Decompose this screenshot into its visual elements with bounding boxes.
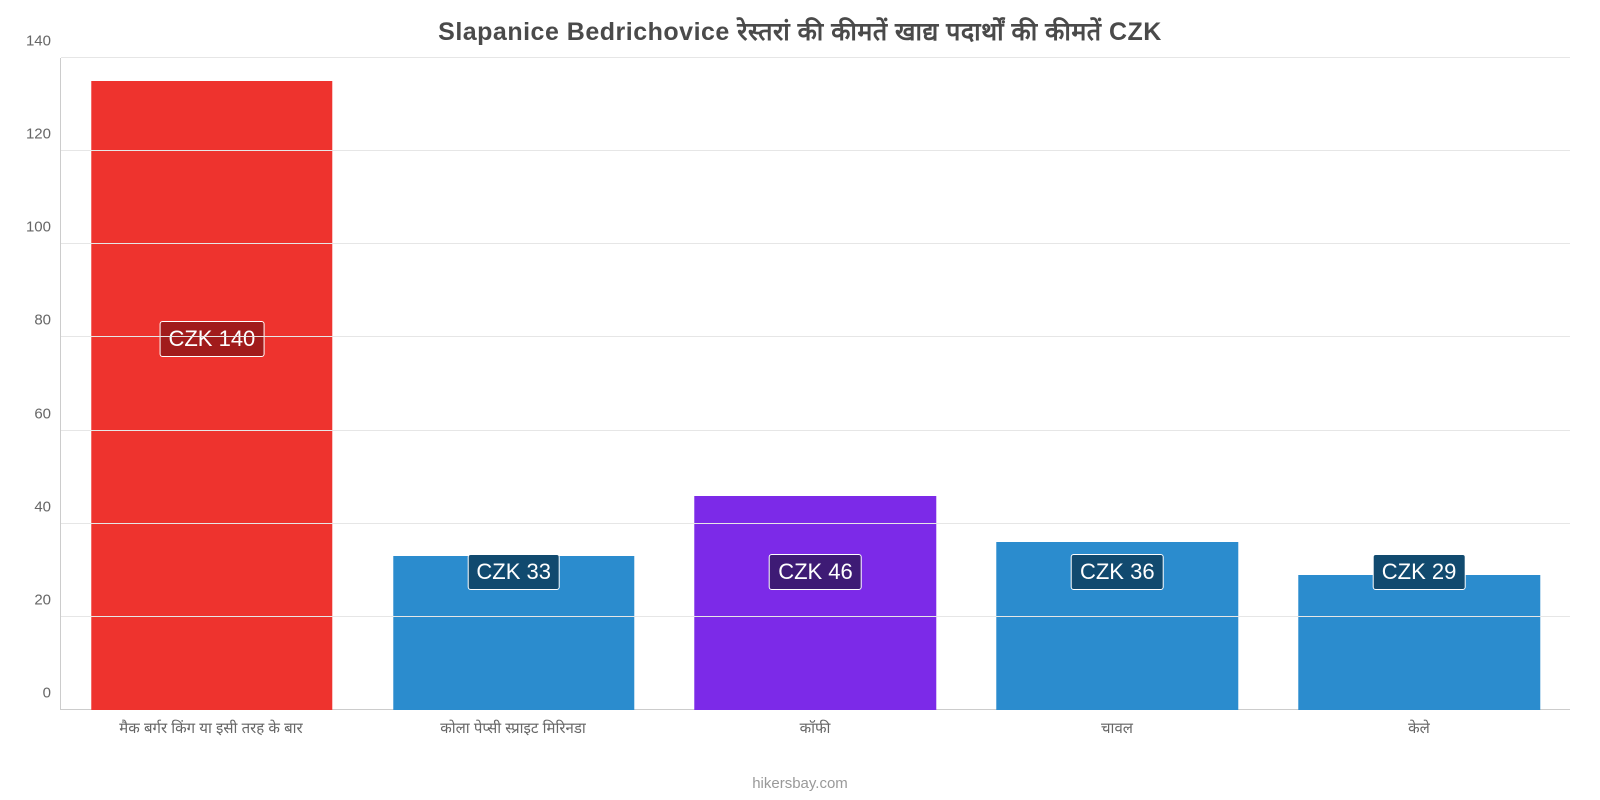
x-tick-label: कॉफी [664, 710, 966, 740]
y-tick-label: 140 [26, 33, 61, 50]
bar-value-label: CZK 140 [159, 321, 264, 357]
gridline [61, 57, 1570, 58]
plot-area: CZK 140CZK 33CZK 46CZK 36CZK 29 02040608… [60, 58, 1570, 710]
y-tick-label: 20 [34, 591, 61, 608]
chart-title: Slapanice Bedrichovice रेस्तरां की कीमते… [0, 0, 1600, 54]
y-tick-label: 60 [34, 405, 61, 422]
gridline [61, 430, 1570, 431]
bar-slot: CZK 33 [363, 58, 665, 710]
x-tick-label: चावल [966, 710, 1268, 740]
y-tick-label: 100 [26, 219, 61, 236]
x-tick-label: मैक बर्गर किंग या इसी तरह के बार [60, 710, 362, 740]
x-axis-labels: मैक बर्गर किंग या इसी तरह के बारकोला पेप… [60, 710, 1570, 740]
gridline [61, 616, 1570, 617]
x-tick-label: कोला पेप्सी स्प्राइट मिरिनडा [362, 710, 664, 740]
bar-slot: CZK 140 [61, 58, 363, 710]
y-tick-label: 80 [34, 312, 61, 329]
bar-value-label: CZK 33 [467, 554, 560, 590]
x-tick-label: केले [1268, 710, 1570, 740]
bar-slot: CZK 29 [1268, 58, 1570, 710]
y-tick-label: 40 [34, 498, 61, 515]
bar-slot: CZK 46 [665, 58, 967, 710]
gridline [61, 336, 1570, 337]
bar-value-label: CZK 36 [1071, 554, 1164, 590]
gridline [61, 523, 1570, 524]
attribution-text: hikersbay.com [0, 775, 1600, 792]
bar [1298, 575, 1539, 710]
chart-area: CZK 140CZK 33CZK 46CZK 36CZK 29 02040608… [60, 58, 1570, 740]
gridline [61, 243, 1570, 244]
bars-container: CZK 140 CZK 33 CZK 46 CZK 36 CZK 29 [61, 58, 1570, 710]
bar-slot: CZK 36 [966, 58, 1268, 710]
bar [695, 496, 936, 710]
bar-value-label: CZK 29 [1373, 554, 1466, 590]
bar-value-label: CZK 46 [769, 554, 862, 590]
y-tick-label: 0 [43, 685, 61, 702]
gridline [61, 150, 1570, 151]
y-tick-label: 120 [26, 126, 61, 143]
